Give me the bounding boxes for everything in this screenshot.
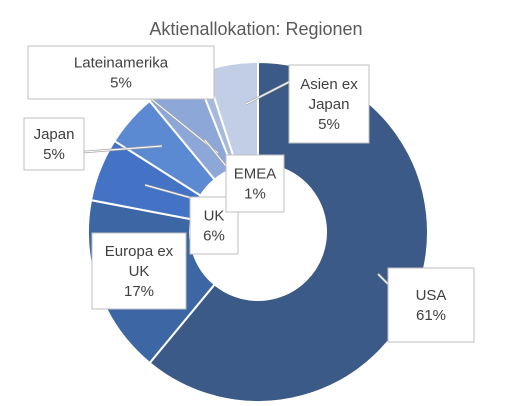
leader-line-usa bbox=[377, 273, 389, 285]
data-label-emea: EMEA 1% bbox=[225, 154, 285, 213]
data-label-line: 5% bbox=[43, 146, 65, 163]
slice-usa bbox=[148, 60, 429, 403]
leader-line-asien-ex-japan bbox=[245, 81, 290, 105]
data-label-box bbox=[27, 45, 215, 100]
data-label-lateinamerika: Lateinamerika 5% bbox=[27, 45, 215, 100]
data-label-box bbox=[23, 117, 85, 171]
data-label-line: 1% bbox=[244, 186, 266, 203]
data-label-japan: Japan 5% bbox=[23, 117, 85, 171]
data-label-line: Japan bbox=[34, 126, 75, 143]
data-label-box bbox=[387, 267, 475, 343]
data-label-box bbox=[225, 154, 285, 213]
slices-group bbox=[87, 60, 429, 403]
data-label-line: USA bbox=[416, 287, 447, 304]
chart-title: Aktienallokation: Regionen bbox=[149, 19, 362, 39]
data-label-line: EMEA bbox=[234, 166, 277, 183]
data-label-box bbox=[91, 232, 187, 310]
leader-line-emea bbox=[204, 139, 227, 167]
data-label-line: Europa ex bbox=[105, 243, 174, 260]
data-label-line: 5% bbox=[110, 75, 132, 92]
data-label-line: 5% bbox=[318, 116, 340, 133]
data-label-line: Lateinamerika bbox=[74, 55, 169, 72]
data-label-line: Asien ex bbox=[300, 76, 358, 93]
leader-line-japan bbox=[83, 145, 163, 153]
data-label-line: 6% bbox=[203, 228, 225, 245]
data-label-line: UK bbox=[129, 263, 150, 280]
data-label-europa-ex-uk: Europa ex UK 17% bbox=[91, 232, 187, 310]
data-label-usa: USA 61% bbox=[387, 267, 475, 343]
data-label-box bbox=[288, 64, 370, 144]
data-label-line: 61% bbox=[416, 307, 446, 324]
data-label-asien-ex-japan: Asien ex Japan 5% bbox=[288, 64, 370, 144]
data-label-line: Japan bbox=[309, 96, 350, 113]
data-label-line: UK bbox=[204, 208, 225, 225]
data-label-line: 17% bbox=[124, 283, 154, 300]
